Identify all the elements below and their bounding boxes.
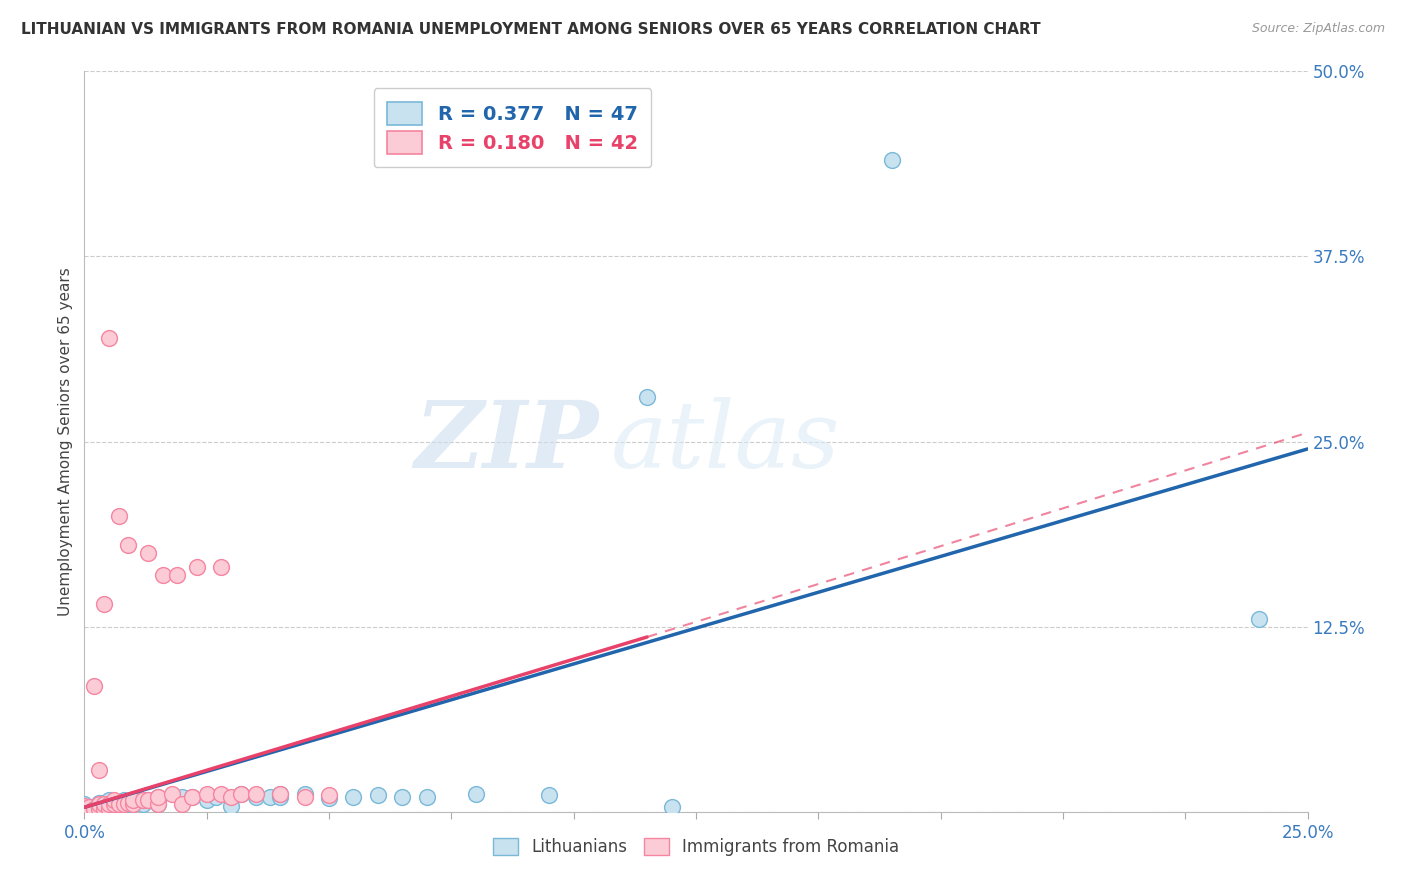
- Point: [97, 802, 120, 816]
- Point: [83, 802, 105, 816]
- Text: LITHUANIAN VS IMMIGRANTS FROM ROMANIA UNEMPLOYMENT AMONG SENIORS OVER 65 YEARS C: LITHUANIAN VS IMMIGRANTS FROM ROMANIA UN…: [21, 22, 1040, 37]
- Point: [103, 797, 125, 812]
- Point: [146, 793, 169, 807]
- Point: [107, 508, 129, 523]
- Point: [181, 789, 204, 804]
- Text: Source: ZipAtlas.com: Source: ZipAtlas.com: [1251, 22, 1385, 36]
- Point: [186, 560, 208, 574]
- Point: [661, 800, 683, 814]
- Point: [416, 789, 439, 804]
- Point: [166, 567, 188, 582]
- Point: [209, 560, 232, 574]
- Point: [87, 802, 110, 816]
- Point: [97, 802, 120, 816]
- Point: [122, 797, 145, 812]
- Point: [1247, 612, 1270, 626]
- Point: [73, 797, 96, 812]
- Point: [93, 797, 115, 812]
- Point: [294, 789, 316, 804]
- Point: [136, 793, 159, 807]
- Point: [538, 789, 561, 803]
- Point: [269, 787, 291, 801]
- Point: [132, 793, 155, 807]
- Point: [245, 787, 267, 801]
- Point: [636, 390, 658, 404]
- Point: [93, 802, 115, 816]
- Point: [181, 789, 204, 804]
- Point: [195, 787, 218, 801]
- Point: [122, 797, 145, 812]
- Point: [97, 797, 120, 812]
- Point: [172, 797, 194, 812]
- Point: [87, 796, 110, 810]
- Point: [318, 789, 340, 803]
- Point: [269, 787, 291, 801]
- Point: [93, 802, 115, 816]
- Point: [269, 789, 291, 804]
- Point: [219, 798, 242, 813]
- Point: [162, 787, 184, 801]
- Point: [132, 797, 155, 812]
- Point: [112, 793, 135, 807]
- Point: [87, 797, 110, 812]
- Point: [146, 797, 169, 812]
- Point: [136, 793, 159, 807]
- Point: [117, 797, 139, 812]
- Point: [342, 789, 364, 804]
- Point: [77, 800, 100, 814]
- Point: [146, 797, 169, 812]
- Point: [73, 798, 96, 813]
- Point: [97, 331, 120, 345]
- Point: [195, 793, 218, 807]
- Point: [229, 787, 252, 801]
- Point: [83, 802, 105, 816]
- Point: [107, 797, 129, 812]
- Point: [172, 793, 194, 807]
- Point: [93, 796, 115, 810]
- Text: atlas: atlas: [610, 397, 839, 486]
- Point: [205, 789, 228, 804]
- Point: [122, 793, 145, 807]
- Point: [112, 797, 135, 812]
- Text: ZIP: ZIP: [413, 397, 598, 486]
- Point: [87, 764, 110, 778]
- Point: [880, 153, 903, 168]
- Point: [229, 787, 252, 801]
- Point: [146, 789, 169, 804]
- Point: [117, 538, 139, 552]
- Point: [146, 789, 169, 804]
- Point: [77, 800, 100, 814]
- Point: [367, 789, 389, 803]
- Point: [107, 797, 129, 812]
- Point: [112, 797, 135, 812]
- Point: [103, 793, 125, 807]
- Point: [83, 679, 105, 693]
- Legend: Lithuanians, Immigrants from Romania: Lithuanians, Immigrants from Romania: [486, 831, 905, 863]
- Point: [117, 796, 139, 810]
- Point: [209, 787, 232, 801]
- Y-axis label: Unemployment Among Seniors over 65 years: Unemployment Among Seniors over 65 years: [58, 268, 73, 615]
- Point: [464, 787, 486, 801]
- Point: [132, 793, 155, 807]
- Point: [103, 797, 125, 812]
- Point: [103, 802, 125, 816]
- Point: [245, 789, 267, 804]
- Point: [259, 789, 281, 804]
- Point: [97, 797, 120, 812]
- Point: [97, 793, 120, 807]
- Point: [87, 802, 110, 816]
- Point: [136, 546, 159, 560]
- Point: [391, 789, 413, 804]
- Point: [122, 793, 145, 807]
- Point: [172, 789, 194, 804]
- Point: [318, 791, 340, 805]
- Point: [294, 787, 316, 801]
- Point: [219, 789, 242, 804]
- Point: [93, 598, 115, 612]
- Point: [152, 567, 174, 582]
